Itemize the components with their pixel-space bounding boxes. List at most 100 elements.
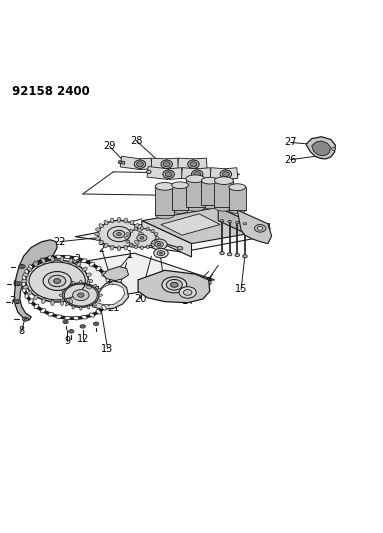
Ellipse shape bbox=[137, 228, 142, 231]
Ellipse shape bbox=[243, 255, 247, 258]
Ellipse shape bbox=[95, 232, 100, 236]
Ellipse shape bbox=[163, 161, 170, 167]
Ellipse shape bbox=[15, 282, 21, 286]
Polygon shape bbox=[172, 185, 188, 210]
Ellipse shape bbox=[235, 254, 240, 256]
Text: 19: 19 bbox=[159, 282, 171, 293]
Ellipse shape bbox=[201, 202, 218, 209]
Ellipse shape bbox=[42, 259, 46, 263]
Ellipse shape bbox=[96, 310, 101, 314]
Ellipse shape bbox=[29, 299, 33, 304]
Polygon shape bbox=[96, 285, 125, 305]
Ellipse shape bbox=[97, 299, 101, 302]
Ellipse shape bbox=[87, 305, 90, 309]
Polygon shape bbox=[225, 168, 238, 180]
Ellipse shape bbox=[236, 222, 239, 224]
Ellipse shape bbox=[64, 321, 67, 322]
Ellipse shape bbox=[141, 246, 143, 249]
Ellipse shape bbox=[60, 300, 64, 305]
Text: 3: 3 bbox=[74, 254, 80, 264]
Ellipse shape bbox=[73, 317, 79, 320]
Ellipse shape bbox=[134, 224, 139, 228]
Ellipse shape bbox=[80, 325, 85, 328]
Ellipse shape bbox=[78, 293, 84, 297]
Ellipse shape bbox=[118, 161, 122, 164]
Ellipse shape bbox=[137, 161, 143, 167]
Ellipse shape bbox=[228, 253, 232, 256]
Ellipse shape bbox=[155, 241, 163, 247]
Ellipse shape bbox=[93, 284, 97, 287]
Ellipse shape bbox=[128, 229, 156, 247]
Polygon shape bbox=[142, 207, 268, 244]
Ellipse shape bbox=[214, 204, 234, 211]
Ellipse shape bbox=[24, 318, 27, 320]
Ellipse shape bbox=[157, 243, 161, 246]
Text: 24: 24 bbox=[260, 223, 272, 233]
Ellipse shape bbox=[23, 285, 28, 289]
Ellipse shape bbox=[29, 265, 33, 270]
Ellipse shape bbox=[51, 256, 54, 262]
Polygon shape bbox=[178, 158, 194, 169]
Ellipse shape bbox=[34, 261, 39, 265]
Ellipse shape bbox=[65, 316, 70, 320]
Ellipse shape bbox=[134, 160, 146, 168]
Ellipse shape bbox=[154, 233, 158, 236]
Polygon shape bbox=[168, 168, 182, 180]
Ellipse shape bbox=[87, 279, 93, 282]
Ellipse shape bbox=[33, 262, 38, 266]
Polygon shape bbox=[312, 141, 331, 156]
Ellipse shape bbox=[80, 306, 82, 310]
Ellipse shape bbox=[140, 237, 144, 239]
Ellipse shape bbox=[82, 326, 84, 327]
Text: 5: 5 bbox=[18, 265, 25, 276]
Ellipse shape bbox=[23, 273, 28, 277]
Ellipse shape bbox=[63, 320, 68, 324]
Ellipse shape bbox=[33, 295, 38, 300]
Ellipse shape bbox=[183, 289, 192, 295]
Ellipse shape bbox=[229, 207, 246, 213]
Ellipse shape bbox=[129, 243, 133, 246]
Ellipse shape bbox=[27, 291, 32, 295]
Ellipse shape bbox=[146, 245, 149, 249]
Ellipse shape bbox=[22, 281, 25, 287]
Polygon shape bbox=[92, 281, 129, 309]
Text: 11: 11 bbox=[90, 286, 102, 296]
Ellipse shape bbox=[61, 289, 64, 292]
Text: 16: 16 bbox=[182, 288, 194, 298]
Ellipse shape bbox=[110, 218, 114, 223]
Ellipse shape bbox=[80, 280, 82, 284]
Polygon shape bbox=[193, 158, 207, 169]
Ellipse shape bbox=[23, 287, 26, 293]
Ellipse shape bbox=[65, 255, 70, 259]
Ellipse shape bbox=[89, 313, 95, 317]
Ellipse shape bbox=[72, 281, 75, 285]
Polygon shape bbox=[201, 181, 218, 205]
Ellipse shape bbox=[188, 160, 199, 168]
Polygon shape bbox=[218, 207, 268, 244]
Ellipse shape bbox=[93, 303, 97, 306]
Ellipse shape bbox=[113, 230, 125, 238]
Text: 27: 27 bbox=[285, 138, 297, 148]
Text: 29: 29 bbox=[103, 141, 116, 151]
Ellipse shape bbox=[99, 224, 103, 228]
Text: 6: 6 bbox=[12, 279, 18, 289]
Ellipse shape bbox=[56, 255, 62, 259]
Ellipse shape bbox=[54, 279, 61, 284]
Ellipse shape bbox=[141, 226, 143, 230]
Ellipse shape bbox=[48, 256, 54, 260]
Ellipse shape bbox=[102, 305, 106, 310]
Ellipse shape bbox=[60, 256, 64, 262]
Text: 10: 10 bbox=[77, 279, 89, 289]
Text: 15: 15 bbox=[235, 285, 247, 294]
Ellipse shape bbox=[134, 240, 139, 245]
Ellipse shape bbox=[186, 175, 205, 182]
Ellipse shape bbox=[73, 289, 89, 301]
Ellipse shape bbox=[86, 273, 91, 277]
Ellipse shape bbox=[177, 246, 183, 250]
Polygon shape bbox=[119, 161, 125, 164]
Polygon shape bbox=[155, 187, 174, 215]
Ellipse shape bbox=[130, 220, 134, 225]
Ellipse shape bbox=[16, 301, 19, 303]
Ellipse shape bbox=[162, 277, 187, 293]
Ellipse shape bbox=[257, 227, 263, 230]
